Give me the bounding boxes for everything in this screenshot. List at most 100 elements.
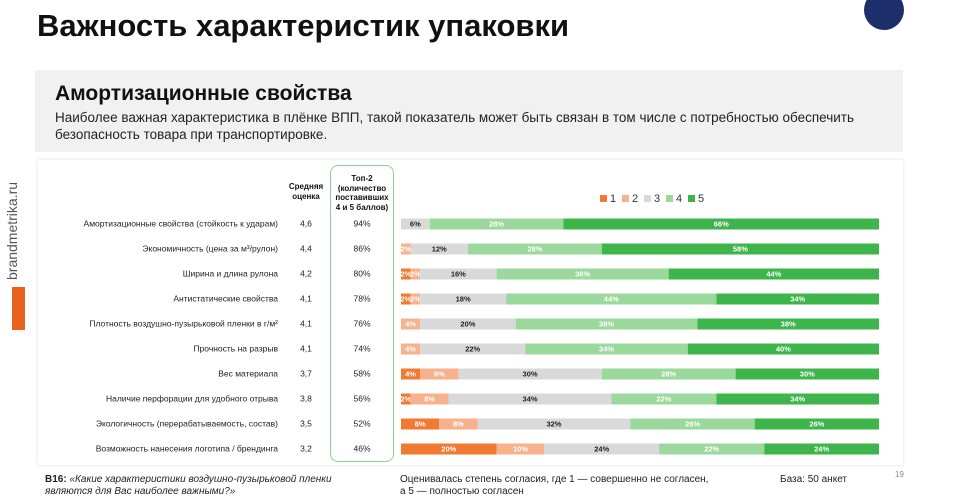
- value-label: 2%: [400, 394, 411, 403]
- bar-segment: [697, 318, 879, 330]
- bar-segment: [401, 368, 421, 380]
- bar-segment: [687, 343, 879, 355]
- bar-segment: [764, 443, 879, 455]
- legend-swatch: [644, 195, 651, 202]
- column-header: Средняя оценка: [288, 182, 324, 201]
- top2-value: 58%: [353, 368, 370, 378]
- legend-label: 5: [698, 193, 704, 205]
- value-label: 4%: [405, 319, 416, 328]
- row-label: Антистатические свойства: [173, 293, 278, 303]
- mean-value: 4,2: [300, 268, 312, 278]
- legend-label: 3: [654, 193, 660, 205]
- row-label: Прочность на разрыв: [193, 343, 278, 353]
- top2-value: 76%: [353, 318, 370, 328]
- value-label: 28%: [489, 219, 504, 228]
- bar-segment: [601, 368, 736, 380]
- legend-label: 1: [610, 193, 616, 205]
- bar-segment: [496, 268, 669, 280]
- value-label: 2%: [400, 294, 411, 303]
- bar-segment: [410, 268, 421, 280]
- value-label: 34%: [599, 344, 614, 353]
- bar-segment: [716, 293, 879, 305]
- row-label: Амортизационные свойства (стойкость к уд…: [84, 218, 279, 228]
- mean-value: 4,1: [300, 318, 312, 328]
- top2-frame: [330, 165, 394, 462]
- value-label: 44%: [766, 269, 781, 278]
- value-label: 8%: [424, 394, 435, 403]
- value-label: 66%: [714, 219, 729, 228]
- value-label: 28%: [527, 244, 542, 253]
- value-label: 12%: [432, 244, 447, 253]
- value-label: 22%: [656, 394, 671, 403]
- mean-value: 4,4: [300, 243, 312, 253]
- bar-segment: [630, 418, 755, 430]
- value-label: 58%: [733, 244, 748, 253]
- value-label: 26%: [685, 419, 700, 428]
- bar-segment: [525, 343, 688, 355]
- bar-segment: [515, 318, 698, 330]
- value-label: 26%: [809, 419, 824, 428]
- mean-value: 3,7: [300, 368, 312, 378]
- page-number: 19: [895, 470, 904, 479]
- value-label: 22%: [465, 344, 480, 353]
- bar-segment: [410, 243, 468, 255]
- bar-segment: [754, 418, 879, 430]
- top2-value: 94%: [353, 218, 370, 228]
- bar-segment: [467, 243, 602, 255]
- bar-segment: [458, 368, 602, 380]
- bar-segment: [611, 393, 717, 405]
- bar-segment: [401, 443, 497, 455]
- legend-swatch: [666, 195, 673, 202]
- bar-segment: [420, 318, 516, 330]
- top2-value: 86%: [353, 243, 370, 253]
- bar-segment: [735, 368, 879, 380]
- bar-segment: [401, 218, 430, 230]
- row-label: Возможность нанесения логотипа / брендин…: [96, 443, 279, 453]
- bar-segment: [401, 318, 421, 330]
- chart-panel: [38, 160, 903, 465]
- legend-swatch: [622, 195, 629, 202]
- column-header: Топ-2 (количество поставивших 4 и 5 балл…: [335, 174, 389, 212]
- bar-segment: [401, 243, 411, 255]
- legend-label: 2: [632, 193, 638, 205]
- bar-segment: [439, 418, 478, 430]
- bar-segment: [544, 443, 660, 455]
- value-label: 6%: [410, 219, 421, 228]
- question-text: «Какие характеристики воздушно-пузырьков…: [45, 474, 332, 497]
- base: База: 50 анкет: [780, 474, 847, 485]
- bar-segment: [496, 443, 545, 455]
- bar-segment: [448, 393, 612, 405]
- row-label: Экологичность (перерабатываемость, соста…: [96, 418, 278, 428]
- value-label: 38%: [781, 319, 796, 328]
- top2-value: 80%: [353, 268, 370, 278]
- bar-segment: [401, 393, 411, 405]
- mean-value: 3,2: [300, 443, 312, 453]
- top2-value: 52%: [353, 418, 370, 428]
- top2-value: 46%: [353, 443, 370, 453]
- title: Важность характеристик упаковки: [37, 8, 570, 43]
- row-label: Наличие перфорации для удобного отрыва: [106, 393, 278, 403]
- bar-segment: [401, 268, 411, 280]
- question-code: B16:: [45, 474, 67, 485]
- bar-segment: [506, 293, 717, 305]
- value-label: 16%: [451, 269, 466, 278]
- value-label: 28%: [661, 369, 676, 378]
- value-label: 4%: [405, 369, 416, 378]
- value-label: 2%: [400, 269, 411, 278]
- bar-segment: [401, 418, 440, 430]
- value-label: 8%: [434, 369, 445, 378]
- section-title: Амортизационные свойства: [55, 82, 352, 105]
- value-label: 8%: [415, 419, 426, 428]
- bar-segment: [401, 343, 421, 355]
- bar-segment: [477, 418, 631, 430]
- mean-value: 3,5: [300, 418, 312, 428]
- top2-value: 78%: [353, 293, 370, 303]
- bar-segment: [668, 268, 879, 280]
- accent-bar: [12, 287, 25, 330]
- bar-segment: [563, 218, 879, 230]
- value-label: 22%: [704, 444, 719, 453]
- mean-value: 4,1: [300, 293, 312, 303]
- row-label: Ширина и длина рулона: [183, 268, 279, 278]
